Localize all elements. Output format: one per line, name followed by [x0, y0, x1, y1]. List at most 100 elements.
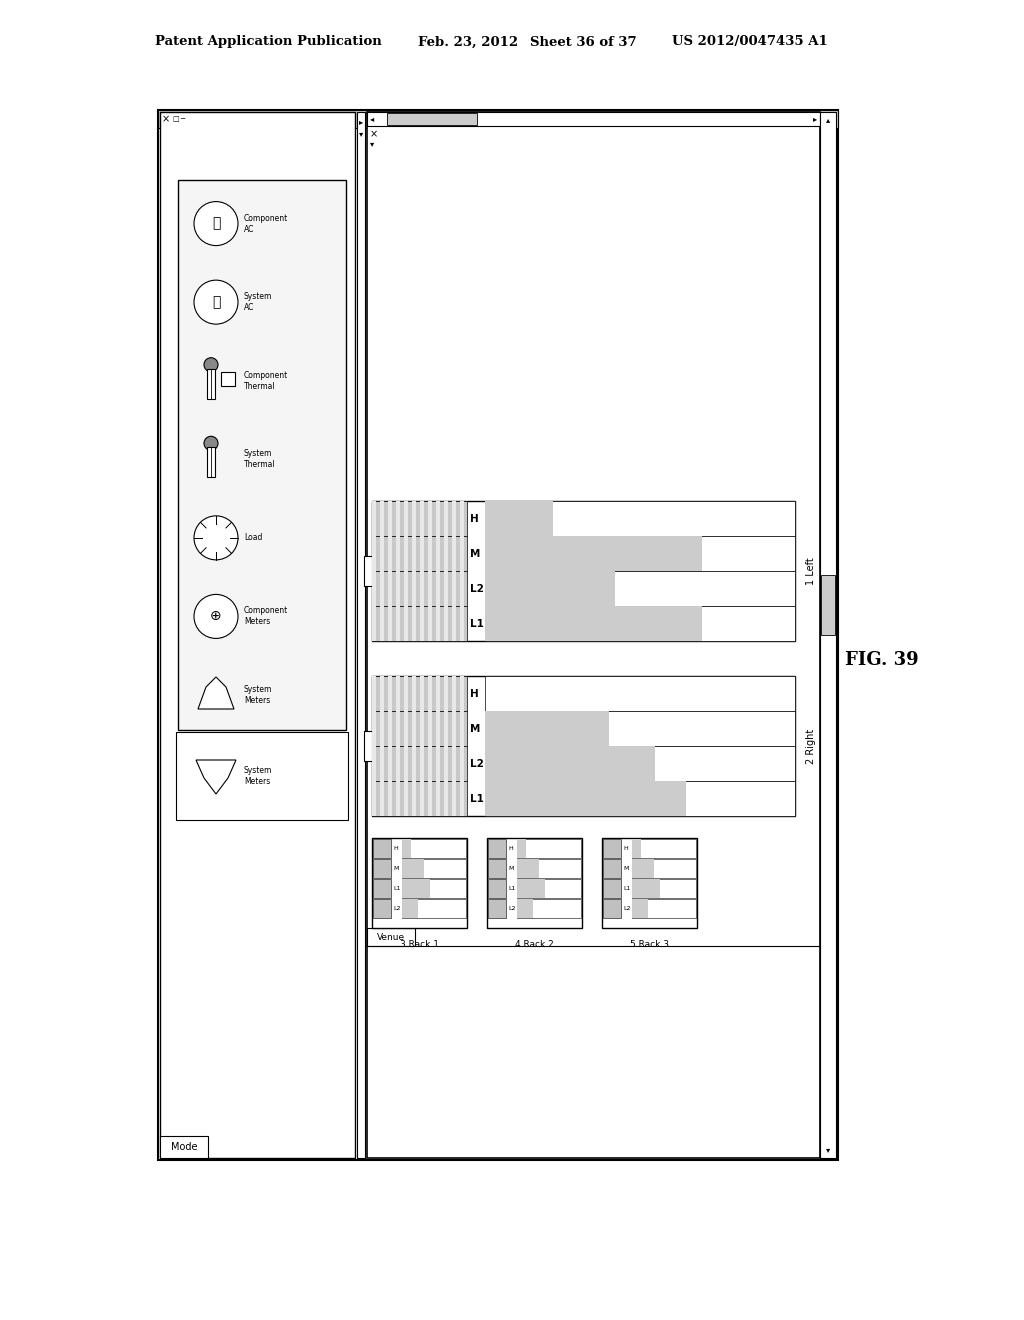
- Bar: [372, 676, 467, 711]
- Bar: [485, 711, 795, 746]
- Bar: [380, 746, 384, 781]
- Bar: [402, 859, 424, 878]
- Bar: [367, 112, 820, 125]
- Bar: [404, 711, 408, 746]
- Bar: [388, 746, 392, 781]
- Bar: [452, 676, 456, 711]
- Bar: [420, 572, 424, 606]
- Bar: [412, 781, 416, 816]
- Bar: [221, 372, 234, 385]
- Bar: [517, 879, 545, 898]
- Text: System
Thermal: System Thermal: [244, 449, 275, 470]
- Bar: [404, 536, 408, 572]
- Bar: [372, 536, 376, 572]
- Bar: [380, 606, 384, 642]
- Text: 5 Rack 3: 5 Rack 3: [630, 940, 669, 949]
- Bar: [485, 606, 795, 642]
- Bar: [372, 606, 467, 642]
- Bar: [487, 838, 582, 928]
- Text: H: H: [393, 846, 397, 851]
- Bar: [517, 840, 526, 858]
- Text: ▾: ▾: [370, 140, 374, 149]
- Bar: [380, 781, 384, 816]
- Bar: [402, 840, 466, 858]
- Bar: [412, 572, 416, 606]
- Bar: [412, 606, 416, 642]
- Bar: [436, 711, 440, 746]
- Bar: [396, 746, 400, 781]
- Bar: [460, 536, 464, 572]
- Bar: [388, 572, 392, 606]
- Bar: [158, 110, 838, 128]
- Polygon shape: [198, 677, 234, 709]
- Bar: [436, 746, 440, 781]
- Text: L1: L1: [393, 887, 400, 891]
- Bar: [367, 112, 820, 1158]
- Polygon shape: [196, 760, 236, 795]
- Bar: [380, 572, 384, 606]
- Bar: [452, 536, 456, 572]
- Text: L2: L2: [470, 583, 484, 594]
- Bar: [420, 781, 424, 816]
- Bar: [396, 606, 400, 642]
- Bar: [396, 572, 400, 606]
- Bar: [603, 899, 621, 917]
- Bar: [517, 879, 581, 898]
- Text: H: H: [623, 846, 628, 851]
- Bar: [485, 536, 795, 572]
- Bar: [404, 572, 408, 606]
- Bar: [367, 928, 415, 946]
- Text: System
Meters: System Meters: [244, 766, 272, 785]
- Bar: [388, 606, 392, 642]
- Bar: [603, 879, 621, 898]
- Text: L2: L2: [508, 907, 515, 912]
- Bar: [420, 676, 424, 711]
- Text: ─: ─: [180, 116, 184, 121]
- Text: ◂: ◂: [370, 115, 374, 124]
- Circle shape: [194, 202, 238, 246]
- Bar: [632, 899, 648, 917]
- Bar: [372, 781, 467, 816]
- Bar: [404, 606, 408, 642]
- Bar: [632, 840, 696, 858]
- Text: L1: L1: [470, 619, 484, 630]
- Circle shape: [204, 437, 218, 450]
- Bar: [380, 536, 384, 572]
- Text: L2: L2: [393, 907, 400, 912]
- Text: ⏻: ⏻: [212, 296, 220, 309]
- Bar: [412, 676, 416, 711]
- Bar: [485, 746, 795, 781]
- Bar: [373, 859, 391, 878]
- Bar: [485, 572, 795, 606]
- Bar: [380, 711, 384, 746]
- Bar: [488, 879, 506, 898]
- Circle shape: [204, 358, 218, 372]
- Bar: [452, 781, 456, 816]
- Bar: [488, 859, 506, 878]
- Bar: [373, 840, 391, 858]
- Text: ⊕: ⊕: [210, 610, 222, 623]
- Bar: [420, 606, 424, 642]
- Text: Venue: Venue: [377, 932, 406, 941]
- Bar: [372, 838, 467, 928]
- Text: ▴: ▴: [826, 116, 830, 124]
- Text: M: M: [470, 549, 480, 558]
- Bar: [820, 112, 836, 1158]
- Bar: [388, 536, 392, 572]
- Bar: [488, 899, 506, 917]
- Bar: [452, 572, 456, 606]
- Bar: [372, 676, 376, 711]
- Bar: [364, 556, 372, 586]
- Bar: [436, 781, 440, 816]
- Bar: [396, 536, 400, 572]
- Bar: [517, 859, 581, 878]
- Text: M: M: [470, 723, 480, 734]
- Text: Patent Application Publication: Patent Application Publication: [155, 36, 382, 49]
- Text: System
Meters: System Meters: [244, 685, 272, 705]
- Bar: [485, 781, 686, 816]
- Bar: [460, 746, 464, 781]
- Bar: [485, 676, 795, 711]
- Bar: [412, 746, 416, 781]
- Text: ⏻: ⏻: [212, 216, 220, 231]
- Bar: [603, 840, 621, 858]
